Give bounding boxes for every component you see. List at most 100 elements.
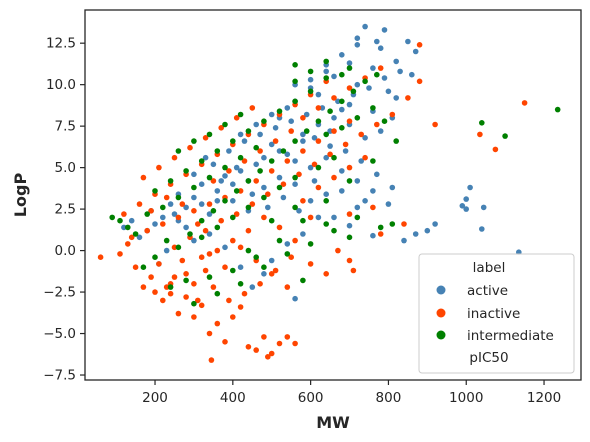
point-active-52 [128,217,135,224]
point-inactive-45 [280,181,287,187]
x-tick-label: 200 [142,390,168,406]
point-inactive-129 [307,261,314,267]
point-intermediate-74 [307,88,314,95]
point-inactive-120 [183,271,189,277]
point-inactive-144 [377,65,384,71]
point-active-70 [261,271,267,277]
point-active-120 [265,204,271,211]
point-inactive-114 [276,224,283,231]
point-inactive-118 [214,247,221,254]
point-active-41 [222,173,228,179]
point-intermediate-8 [152,254,158,260]
x-tick-label: 400 [220,390,246,406]
point-intermediate-89 [268,217,275,224]
legend-label-intermediate: intermediate [467,328,554,344]
point-intermediate-91 [323,221,330,227]
point-inactive-137 [370,204,376,211]
y-axis-label: LogP [11,173,30,218]
point-active-27 [339,106,345,113]
point-intermediate-23 [327,108,333,114]
point-active-40 [237,168,244,174]
point-intermediate-18 [268,158,275,164]
point-inactive-12 [175,310,182,317]
point-intermediate-87 [198,234,205,241]
point-active-94 [412,48,419,55]
point-intermediate-61 [175,194,182,201]
legend-subtitle: pIC50 [469,350,508,366]
point-inactive-115 [261,214,267,221]
point-active-87 [303,111,310,118]
point-inactive-52 [389,111,396,118]
point-inactive-130 [323,271,330,277]
point-inactive-38 [171,244,178,251]
x-tick-label: 800 [376,390,402,406]
y-tick-label: −2.5 [43,285,76,301]
point-inactive-4 [477,131,483,138]
point-intermediate-9 [163,237,170,244]
point-active-42 [214,188,221,194]
point-inactive-108 [335,247,341,254]
point-active-100 [389,184,396,191]
point-active-119 [249,191,256,197]
x-axis-ticks: 200 400 600 800 1000 1200 [142,380,561,406]
point-active-86 [288,118,295,124]
legend-title: label [473,260,506,276]
point-intermediate-2 [502,133,508,139]
point-active-130 [284,105,291,111]
point-active-125 [362,198,368,204]
point-inactive-9 [152,289,158,295]
y-tick-label: 7.5 [55,119,76,135]
point-inactive-116 [245,227,252,234]
point-intermediate-21 [303,128,310,134]
point-active-39 [253,161,259,168]
point-inactive-26 [284,334,291,340]
point-intermediate-81 [292,174,298,181]
point-inactive-133 [315,184,322,191]
point-inactive-109 [350,267,357,274]
point-inactive-78 [268,168,275,174]
point-intermediate-82 [276,184,283,191]
point-intermediate-95 [191,138,197,144]
point-active-96 [327,128,333,134]
point-active-72 [249,284,256,290]
point-active-129 [346,101,353,108]
point-active-23 [370,232,376,239]
point-active-20 [432,221,438,227]
point-active-121 [280,194,287,201]
point-inactive-44 [265,191,271,197]
point-intermediate-1 [479,120,485,126]
point-inactive-10 [160,297,166,304]
point-active-133 [237,131,244,138]
point-inactive-54 [416,78,423,85]
point-active-95 [311,135,318,141]
point-intermediate-40 [276,237,283,244]
point-intermediate-75 [323,131,330,138]
point-active-7 [370,65,376,71]
point-intermediate-11 [187,231,193,237]
point-active-58 [276,174,283,181]
point-intermediate-99 [323,58,330,65]
point-intermediate-16 [245,178,252,184]
point-inactive-140 [315,105,322,111]
point-intermediate-51 [307,241,314,247]
point-intermediate-78 [370,105,376,111]
point-inactive-21 [245,344,252,350]
point-intermediate-90 [245,247,252,254]
point-active-115 [191,171,197,178]
point-inactive-20 [237,304,244,310]
point-active-117 [218,178,224,184]
point-active-88 [319,105,326,111]
point-inactive-90 [195,221,201,227]
point-inactive-24 [268,350,275,357]
point-active-18 [479,226,485,232]
point-active-3 [354,42,361,48]
point-intermediate-17 [257,168,263,174]
point-intermediate-37 [346,178,353,184]
point-inactive-82 [331,128,337,134]
point-inactive-117 [230,237,236,244]
point-inactive-121 [167,290,174,297]
point-intermediate-30 [323,75,330,81]
point-inactive-27 [292,340,298,347]
point-inactive-100 [249,105,256,111]
point-active-98 [358,158,365,164]
